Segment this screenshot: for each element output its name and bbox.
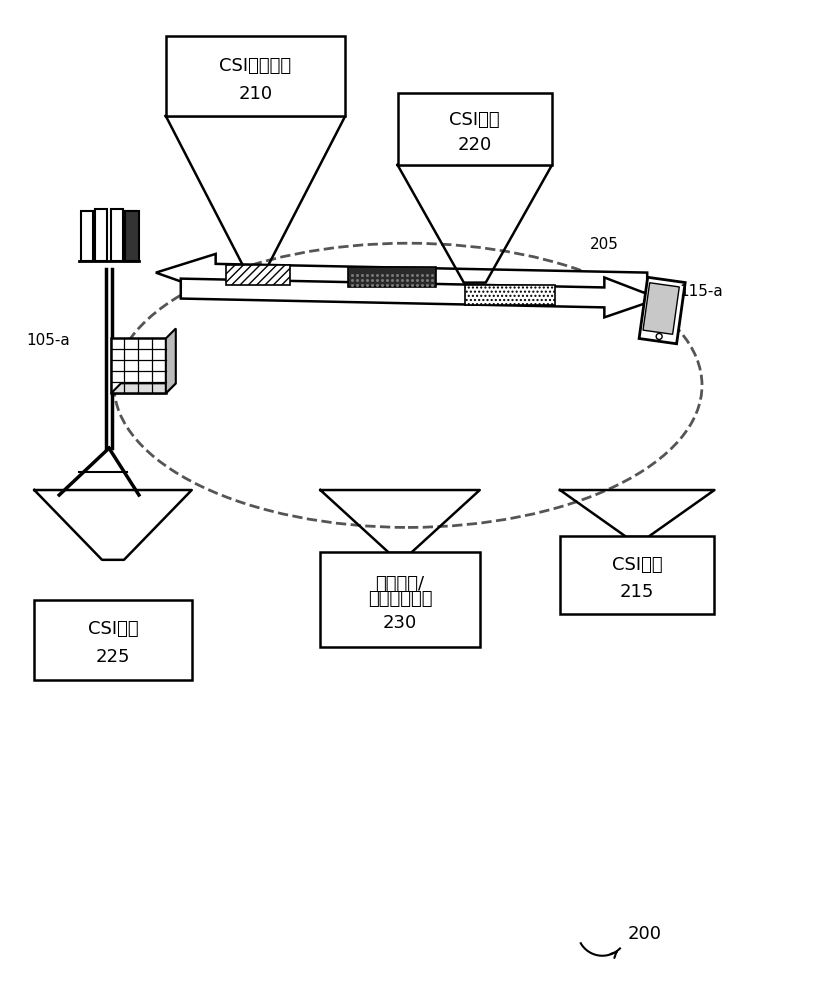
Text: 205: 205 [589, 237, 618, 252]
Text: 105-a: 105-a [26, 333, 70, 348]
Text: 230: 230 [383, 614, 417, 632]
Text: CSI计算: CSI计算 [88, 620, 138, 638]
Text: 220: 220 [458, 136, 492, 154]
Bar [125, 211, 137, 261]
Text: 215: 215 [620, 583, 654, 601]
Bar [349, 267, 436, 287]
Bar [464, 285, 555, 305]
Text: 200: 200 [627, 925, 661, 943]
Circle shape [656, 333, 663, 339]
Polygon shape [643, 283, 679, 334]
Polygon shape [156, 254, 647, 294]
Text: CSI报告配置: CSI报告配置 [219, 57, 292, 75]
Bar [225, 265, 290, 285]
Text: 上行链路/: 上行链路/ [376, 575, 425, 593]
Bar [111, 209, 123, 261]
Bar [35, 600, 192, 680]
Text: 225: 225 [95, 648, 130, 666]
Bar [560, 536, 714, 614]
Polygon shape [166, 328, 176, 393]
Bar [398, 93, 552, 165]
Bar [321, 552, 480, 647]
Polygon shape [639, 277, 686, 344]
Bar [111, 338, 166, 393]
Text: 210: 210 [238, 85, 273, 103]
Text: 下行链路业务: 下行链路业务 [367, 590, 432, 608]
Polygon shape [181, 277, 659, 317]
Bar [125, 211, 139, 261]
Bar [81, 211, 93, 261]
Text: 115-a: 115-a [679, 284, 723, 299]
Text: CSI报告: CSI报告 [450, 111, 500, 129]
Text: CSI测量: CSI测量 [612, 556, 663, 574]
Polygon shape [111, 383, 176, 393]
Bar [95, 209, 107, 261]
Bar [166, 36, 345, 116]
